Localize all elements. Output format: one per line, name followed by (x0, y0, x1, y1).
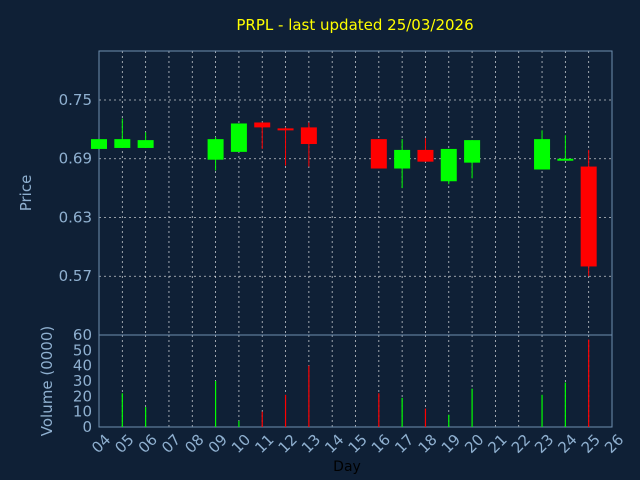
candle-body-down (580, 166, 597, 267)
volume-tick-label: 40 (73, 357, 92, 375)
price-tick-label: 0.63 (59, 208, 92, 226)
volume-tick-label: 10 (73, 403, 92, 421)
candle-body-down (370, 139, 387, 169)
candles (91, 118, 597, 277)
candle-body-down (300, 127, 317, 145)
price-tick-label: 0.69 (59, 150, 92, 168)
candle-body-up (137, 140, 154, 148)
candle-body-up (230, 123, 247, 152)
day-axis-label: Day (333, 459, 361, 475)
candle-body-up (114, 139, 131, 148)
volume-tick-label: 0 (82, 418, 92, 436)
volume-axis-label: Volume (0000) (38, 326, 56, 436)
price-tick-labels: 0.75 0.69 0.63 0.57 (59, 91, 92, 285)
candle-body-up (534, 139, 551, 170)
candle-body-up (394, 149, 411, 169)
volume-bars (121, 339, 590, 427)
candle-body-up (440, 148, 457, 182)
volume-tick-label: 50 (73, 341, 92, 359)
price-axis-label: Price (17, 175, 35, 212)
chart-title: PRPL - last updated 25/03/2026 (236, 16, 473, 34)
candle-body-up (464, 140, 481, 163)
volume-tick-label: 30 (73, 372, 92, 390)
candle-body-down (277, 128, 294, 131)
price-tick-label: 0.75 (59, 91, 92, 109)
day-tick-labels: 0405060708091011121314151617181920212223… (88, 431, 627, 457)
volume-panel-frame (98, 334, 613, 428)
price-tick-label: 0.57 (59, 267, 92, 285)
candle-body-down (254, 122, 271, 128)
candle-body-up (207, 139, 224, 160)
candle-body-down (417, 149, 434, 162)
volume-tick-label: 20 (73, 387, 92, 405)
volume-tick-label: 60 (73, 326, 92, 344)
candle-body-up (557, 158, 574, 161)
candle-body-up (91, 139, 107, 149)
